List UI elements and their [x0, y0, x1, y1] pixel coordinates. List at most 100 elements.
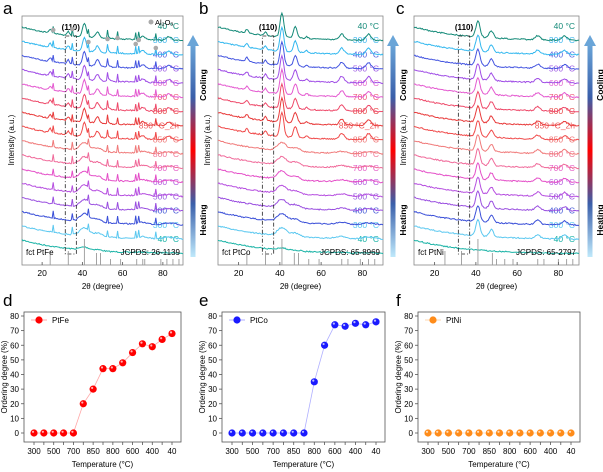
xrd-curve — [217, 168, 384, 184]
x-tick-label: 600 — [126, 447, 140, 456]
series-label: 500 °C — [153, 64, 179, 74]
y-tick-label: 80 — [10, 312, 19, 321]
x-tick-label: 60 — [512, 268, 522, 278]
xrd-curve — [217, 110, 384, 141]
data-point-highlight — [363, 322, 366, 325]
panel-letter: d — [3, 291, 12, 310]
y-tick-label: 0 — [409, 429, 414, 438]
x-tick-label: 600 — [328, 447, 342, 456]
x-tick-label: 60 — [316, 268, 326, 278]
y-tick-label: 50 — [404, 356, 413, 365]
xrd-curve — [217, 25, 384, 56]
data-point — [89, 385, 97, 393]
data-point — [300, 429, 308, 437]
series-label: 400 °C — [153, 49, 179, 59]
peak-label-110: (110) — [455, 23, 474, 32]
al2o3-marker — [86, 39, 91, 45]
data-point-highlight — [260, 430, 263, 433]
xrd-curve — [21, 22, 184, 42]
legend-marker — [233, 316, 241, 324]
xrd-curve — [21, 194, 184, 212]
y-tick-label: 10 — [208, 414, 217, 423]
xrd-panel-c: c 40 °C 300 °C 400 °C 500 °C 600 °C 700 °C 800 … — [396, 0, 603, 291]
series-label: 400 °C — [549, 49, 575, 59]
series-label: 300 °C — [153, 35, 179, 45]
reference-label: fct PtNi — [418, 248, 444, 257]
x-tick-label: 800 — [308, 447, 322, 456]
x-tick-label: 40 — [168, 447, 177, 456]
data-point-highlight — [528, 430, 531, 433]
xrd-curve — [217, 139, 384, 155]
data-point-highlight — [301, 430, 305, 433]
cooling-label: Cooling — [595, 69, 603, 101]
series-label: 40 °C — [358, 234, 379, 244]
ordering-panel-e: e 0 10 20 30 40 50 60 70 80 300 500 700 850 800 600 400 4… — [198, 291, 386, 469]
series-label: 40 °C — [358, 21, 379, 31]
data-point-highlight — [497, 430, 500, 433]
x-tick-label: 400 — [146, 447, 160, 456]
data-point — [238, 429, 246, 437]
y-axis-label: Intensity (a.u.) — [203, 114, 212, 165]
data-point — [128, 348, 137, 357]
xrd-curve — [21, 121, 183, 141]
series-label: 600 °C — [549, 78, 575, 88]
xrd-curve — [21, 78, 183, 99]
data-point-highlight — [130, 350, 133, 353]
xrd-curve — [217, 40, 384, 70]
xrd-curve — [413, 63, 580, 84]
legend-label: PtCo — [250, 316, 268, 325]
series-label: 600 °C — [353, 177, 379, 187]
data-point-highlight — [140, 341, 143, 344]
series-label: 700 °C — [549, 92, 575, 102]
x-tick-label: 700 — [462, 447, 476, 456]
xrd-curve — [217, 82, 384, 113]
data-point-highlight — [291, 430, 294, 433]
x-tick-label: 700 — [266, 447, 280, 456]
series-line — [232, 321, 377, 434]
xrd-curve — [414, 218, 580, 241]
data-point-highlight — [425, 430, 429, 433]
xrd-curve — [413, 133, 580, 155]
plot-frame — [417, 311, 581, 443]
series-label: 400 °C — [153, 206, 179, 216]
series-label: 40 °C — [554, 234, 575, 244]
jcpds-label: JCPDS: 65-2797 — [516, 248, 577, 257]
al2o3-marker — [70, 26, 75, 32]
panel-letter: c — [396, 0, 405, 18]
data-point — [341, 322, 349, 330]
data-point-highlight — [281, 430, 284, 433]
legend-label: PtFe — [52, 316, 69, 325]
y-tick-label: 40 — [208, 371, 217, 380]
x-tick-label: 800 — [503, 447, 517, 456]
al2o3-legend: Al₂O₃ — [155, 18, 173, 27]
plot-frame — [23, 311, 182, 443]
x-tick-label: 40 — [471, 268, 481, 278]
data-point — [455, 429, 463, 437]
xrd-curve — [217, 53, 384, 85]
al2o3-marker — [115, 35, 120, 41]
data-point-highlight — [436, 430, 439, 433]
colorbar-arrow — [190, 44, 196, 257]
series-label: 700 °C — [353, 163, 379, 173]
data-point-highlight — [169, 331, 173, 334]
y-tick-label: 20 — [10, 400, 19, 409]
x-tick-label: 40 — [78, 268, 88, 278]
y-tick-label: 60 — [208, 341, 217, 350]
xrd-curve — [413, 205, 579, 227]
y-tick-label: 50 — [10, 356, 19, 365]
xrd-curve — [413, 120, 580, 141]
data-point-highlight — [456, 430, 459, 433]
y-axis-label: Intensity (a.u.) — [7, 114, 16, 165]
series-label: 800 °C — [153, 149, 179, 159]
xrd-panel-a: a 40 °C 300 °C 400 °C 500 °C 600 °C 700 °C 800 … — [3, 0, 208, 291]
y-tick-label: 0 — [15, 429, 20, 438]
series-label: 500 °C — [353, 191, 379, 201]
xrd-curve — [217, 67, 384, 99]
y-tick-label: 20 — [404, 400, 413, 409]
series-label: 800 °C — [353, 106, 379, 116]
y-tick-label: 60 — [404, 341, 413, 350]
data-point-highlight — [271, 430, 274, 433]
xrd-curve — [217, 154, 384, 169]
data-point — [516, 429, 524, 437]
al2o3-marker-icon — [148, 19, 154, 25]
